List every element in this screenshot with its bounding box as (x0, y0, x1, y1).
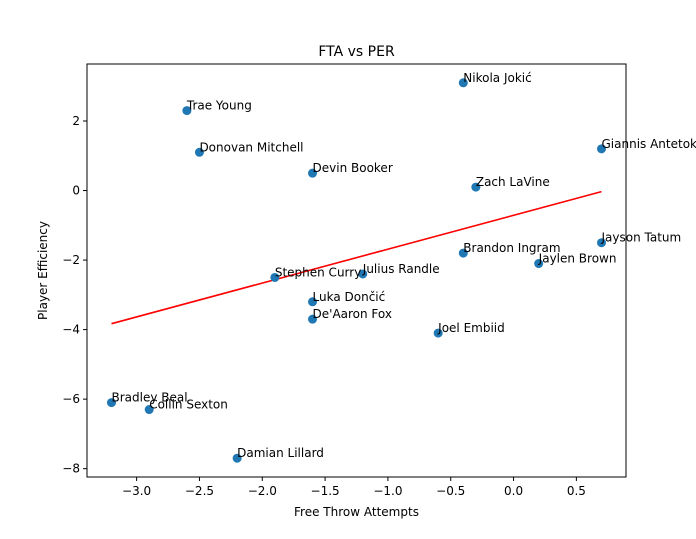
point-label: Giannis Antetokounmpo (602, 137, 696, 151)
x-axis-label: Free Throw Attempts (294, 505, 419, 519)
x-tick-label: −3.0 (122, 484, 151, 498)
point-label: Donovan Mitchell (199, 140, 303, 154)
point-label: De'Aaron Fox (313, 307, 392, 321)
x-tick-label: −2.0 (248, 484, 277, 498)
x-tick-label: −1.5 (311, 484, 340, 498)
point-label: Nikola Jokić (463, 71, 531, 85)
point-label: Luka Dončić (313, 290, 386, 304)
y-axis-label: Player Efficiency (36, 221, 50, 320)
chart-title: FTA vs PER (318, 44, 395, 60)
point-label: Trae Young (186, 99, 252, 113)
x-tick-label: 0.0 (504, 484, 523, 498)
point-label: Stephen Curry (275, 265, 361, 279)
x-tick-label: −0.5 (436, 484, 465, 498)
y-tick-label: −2 (62, 253, 80, 267)
point-label: Joel Embiid (437, 321, 505, 335)
point-label: Collin Sexton (149, 398, 228, 412)
x-tick-label: −1.0 (373, 484, 402, 498)
point-label: Julius Randle (362, 262, 440, 276)
y-tick-label: 0 (72, 184, 80, 198)
point-label: Damian Lillard (237, 446, 324, 460)
point-label: Devin Booker (313, 161, 393, 175)
y-tick-label: 2 (72, 114, 80, 128)
point-label: Jayson Tatum (601, 231, 682, 245)
point-label: Zach LaVine (476, 175, 550, 189)
x-tick-label: −2.5 (185, 484, 214, 498)
x-tick-label: 0.5 (567, 484, 586, 498)
y-tick-label: −4 (62, 323, 80, 337)
y-tick-label: −6 (62, 392, 80, 406)
point-label: Jaylen Brown (538, 252, 617, 266)
y-tick-label: −8 (62, 462, 80, 476)
